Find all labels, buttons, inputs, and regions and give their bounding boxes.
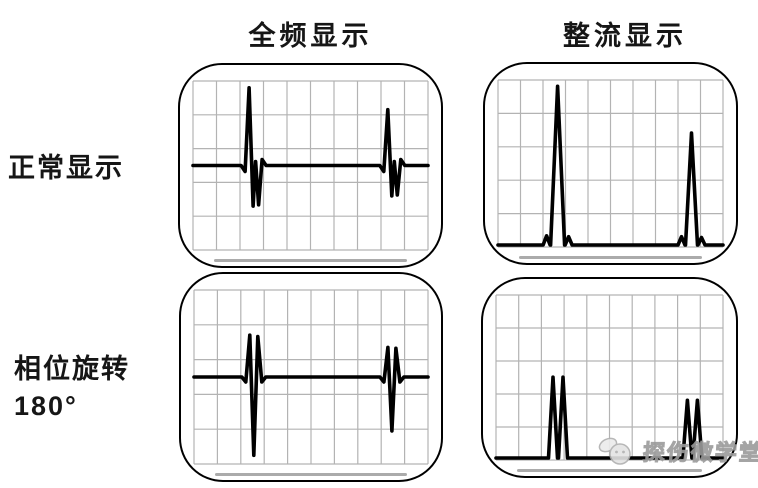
crt-panel-normal-rectified (483, 62, 738, 265)
row-label-phase-rotated: 相位旋转 180° (14, 351, 130, 425)
row-label-normal: 正常显示 (8, 150, 124, 187)
row-label-normal-text: 正常显示 (8, 153, 124, 183)
watermark-text: 探伤微学堂 (642, 440, 758, 466)
crt-panel-normal-fullwave (178, 63, 443, 268)
waveform-trace (191, 86, 430, 208)
panel-bottom-shade (517, 469, 702, 472)
watermark: 探伤微学堂 (596, 433, 758, 469)
panel-bottom-shade (519, 256, 702, 259)
logo-circle-icon (598, 437, 631, 465)
column-header-rectified: 整流显示 (563, 21, 687, 51)
column-header-fullwave: 全频显示 (248, 21, 373, 51)
screen-grid (497, 79, 724, 248)
waveform-trace (496, 84, 725, 247)
waveform-screen-phase-inverted-fullwave (192, 289, 430, 465)
panel-bottom-shade (215, 473, 407, 476)
row-label-phase-text: 相位旋转 (14, 354, 130, 384)
panel-bottom-shade (214, 259, 407, 262)
waveform-trace (192, 333, 430, 458)
waveform-screen-normal-fullwave (191, 80, 430, 251)
row-label-degrees-text: 180° (14, 391, 78, 421)
waveform-screen-normal-rectified (496, 79, 725, 248)
crt-panel-inverted-fullwave (179, 272, 443, 482)
